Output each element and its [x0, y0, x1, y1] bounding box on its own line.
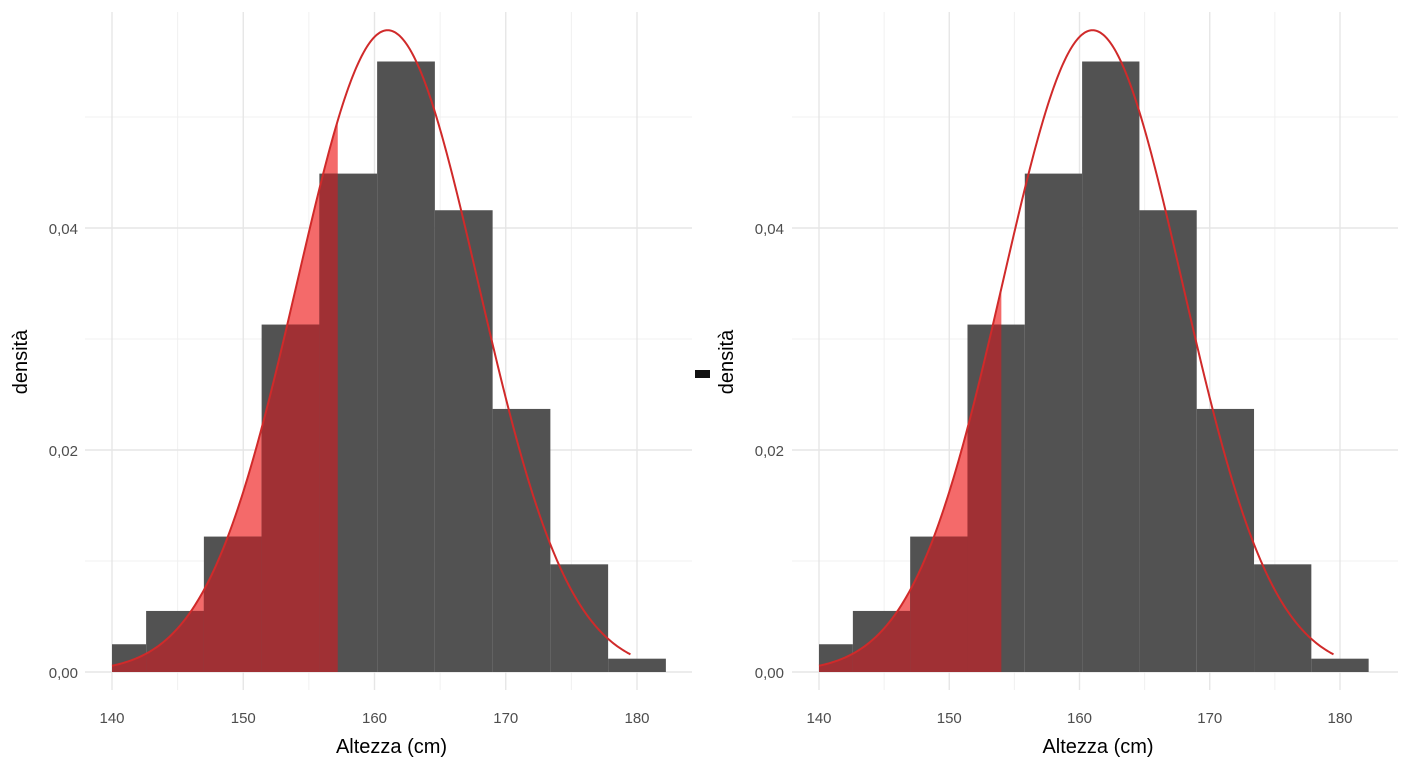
x-tick-label: 150	[231, 710, 256, 727]
x-tick-label: 170	[493, 710, 518, 727]
right-histogram-panel: 140 150 160 170 180 0,00 0,02 0,04 Altezza (cm) d…	[716, 12, 1398, 758]
histogram-bar	[1082, 61, 1140, 672]
overlap-bar	[319, 173, 338, 672]
x-tick-label: 160	[362, 710, 387, 727]
x-tick-label: 140	[806, 710, 831, 727]
y-tick-label: 0,04	[49, 221, 78, 238]
y-axis-title: densità	[10, 329, 32, 394]
x-tick-label: 170	[1197, 710, 1222, 727]
x-tick-label: 160	[1067, 710, 1092, 727]
x-tick-label: 180	[624, 710, 649, 727]
histogram-bar	[1311, 658, 1369, 672]
histogram-bar	[608, 658, 666, 672]
y-tick-label: 0,00	[755, 665, 784, 682]
histogram-bar	[1024, 173, 1083, 673]
histogram-bar	[1139, 210, 1197, 673]
histogram-bar	[1254, 564, 1312, 672]
histogram-bar	[434, 210, 493, 673]
x-tick-label: 150	[937, 710, 962, 727]
y-axis-title: densità	[716, 329, 738, 394]
histogram-bar	[377, 61, 435, 672]
y-tick-label: 0,00	[49, 665, 78, 682]
left-histogram-panel: 140 150 160 170 180 0,00 0,02 0,04 Altezza (cm) d…	[10, 12, 692, 758]
y-tick-label: 0,02	[755, 443, 784, 460]
normal-curve	[818, 29, 1334, 667]
histogram-bar	[550, 564, 609, 672]
axis-label-marker	[695, 370, 710, 378]
x-tick-label: 140	[99, 710, 124, 727]
y-tick-label: 0,04	[755, 221, 784, 238]
histogram-bar	[1196, 408, 1255, 672]
x-axis-title: Altezza (cm)	[1042, 736, 1153, 758]
x-axis-title: Altezza (cm)	[336, 736, 447, 758]
histogram-bars	[819, 61, 1369, 673]
histogram-bar	[492, 408, 551, 672]
x-tick-label: 180	[1327, 710, 1352, 727]
y-tick-label: 0,02	[49, 443, 78, 460]
histogram-bars	[112, 61, 666, 673]
normal-curve	[111, 29, 631, 667]
